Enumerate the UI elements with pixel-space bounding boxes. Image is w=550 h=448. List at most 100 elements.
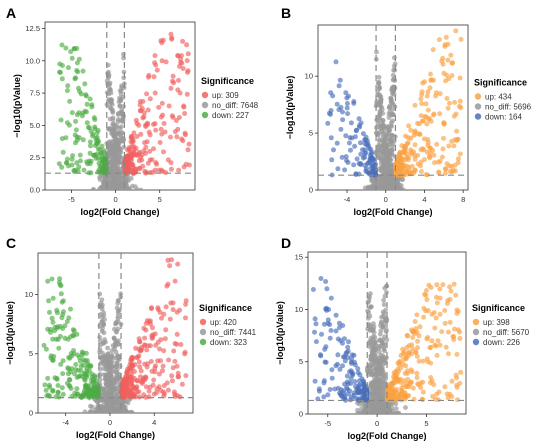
point-no-diff: [98, 342, 104, 348]
point-down: [69, 55, 75, 61]
point-up: [152, 365, 158, 371]
point-down: [345, 344, 351, 350]
point-up: [172, 394, 178, 399]
point-no-diff: [101, 330, 107, 336]
point-up: [445, 105, 451, 111]
point-no-diff: [91, 186, 96, 190]
point-no-diff: [380, 134, 386, 140]
point-up: [139, 381, 145, 386]
point-no-diff: [112, 400, 118, 406]
point-down: [60, 149, 66, 155]
point-up: [408, 127, 414, 133]
y-axis-label: −log10(pValue): [5, 301, 15, 365]
point-down: [321, 378, 327, 384]
point-down: [366, 145, 372, 151]
point-up: [142, 140, 148, 146]
point-up: [169, 36, 175, 42]
point-no-diff: [377, 84, 382, 90]
point-no-diff: [365, 372, 371, 378]
x-tick-label: 4: [422, 195, 426, 204]
point-no-diff: [99, 355, 104, 360]
point-up: [418, 96, 424, 102]
point-down: [357, 372, 363, 378]
legend-swatch: [199, 328, 207, 336]
point-no-diff: [375, 366, 381, 371]
point-down: [340, 117, 346, 123]
point-down: [82, 358, 88, 364]
point-up: [145, 107, 151, 113]
point-up: [428, 71, 433, 77]
point-down: [352, 143, 358, 149]
point-no-diff: [374, 400, 379, 406]
point-down: [56, 345, 62, 351]
point-up: [175, 261, 181, 267]
panel-letter: C: [6, 235, 16, 251]
legend-entry: down: 226: [483, 338, 520, 347]
point-down: [68, 49, 74, 55]
point-no-diff: [372, 372, 378, 377]
legend-swatch: [201, 101, 209, 109]
point-up: [435, 338, 441, 344]
point-up: [140, 115, 146, 121]
point-up: [434, 141, 440, 147]
point-no-diff: [384, 318, 389, 323]
point-up: [409, 379, 414, 385]
point-up: [152, 53, 158, 59]
y-tick-label: 15: [295, 253, 303, 262]
point-up: [133, 117, 139, 123]
point-no-diff: [376, 142, 382, 148]
point-up: [441, 135, 446, 141]
point-up: [445, 57, 451, 63]
point-up: [402, 394, 408, 400]
point-up: [448, 52, 454, 58]
point-down: [341, 336, 347, 342]
point-up: [185, 51, 191, 57]
point-up: [153, 62, 159, 68]
point-no-diff: [380, 118, 386, 123]
point-up: [168, 300, 174, 306]
point-down: [343, 154, 349, 160]
point-up: [180, 66, 186, 71]
point-down: [335, 166, 341, 172]
point-down: [41, 342, 47, 348]
point-up: [395, 367, 400, 372]
point-up: [411, 328, 417, 334]
point-up: [437, 342, 443, 348]
point-down: [340, 109, 345, 115]
point-up: [410, 334, 416, 340]
point-up: [427, 155, 433, 161]
point-up: [127, 362, 133, 368]
point-down: [62, 335, 68, 341]
x-tick-label: 5: [424, 419, 428, 428]
point-no-diff: [381, 341, 386, 347]
series-up: [119, 257, 189, 400]
point-up: [446, 329, 451, 335]
point-down: [329, 157, 335, 163]
y-tick-label: 5: [299, 357, 303, 366]
point-up: [126, 145, 132, 151]
point-up: [167, 263, 173, 269]
point-up: [410, 385, 416, 391]
point-down: [75, 391, 81, 397]
point-no-diff: [108, 364, 113, 369]
point-up: [434, 352, 440, 358]
point-no-diff: [375, 101, 381, 107]
point-down: [354, 156, 360, 162]
point-up: [138, 368, 144, 374]
point-no-diff: [370, 400, 375, 405]
point-no-diff: [119, 83, 124, 89]
point-up: [452, 162, 458, 168]
point-no-diff: [88, 403, 93, 409]
point-up: [451, 143, 457, 149]
point-down: [337, 77, 343, 83]
point-no-diff: [380, 149, 385, 155]
point-no-diff: [399, 177, 405, 182]
point-up: [426, 282, 432, 288]
point-down: [331, 147, 336, 153]
point-no-diff: [108, 360, 113, 366]
point-up: [147, 318, 153, 324]
point-down: [64, 156, 70, 162]
point-no-diff: [388, 96, 394, 101]
point-up: [455, 156, 461, 162]
point-up: [416, 382, 422, 388]
